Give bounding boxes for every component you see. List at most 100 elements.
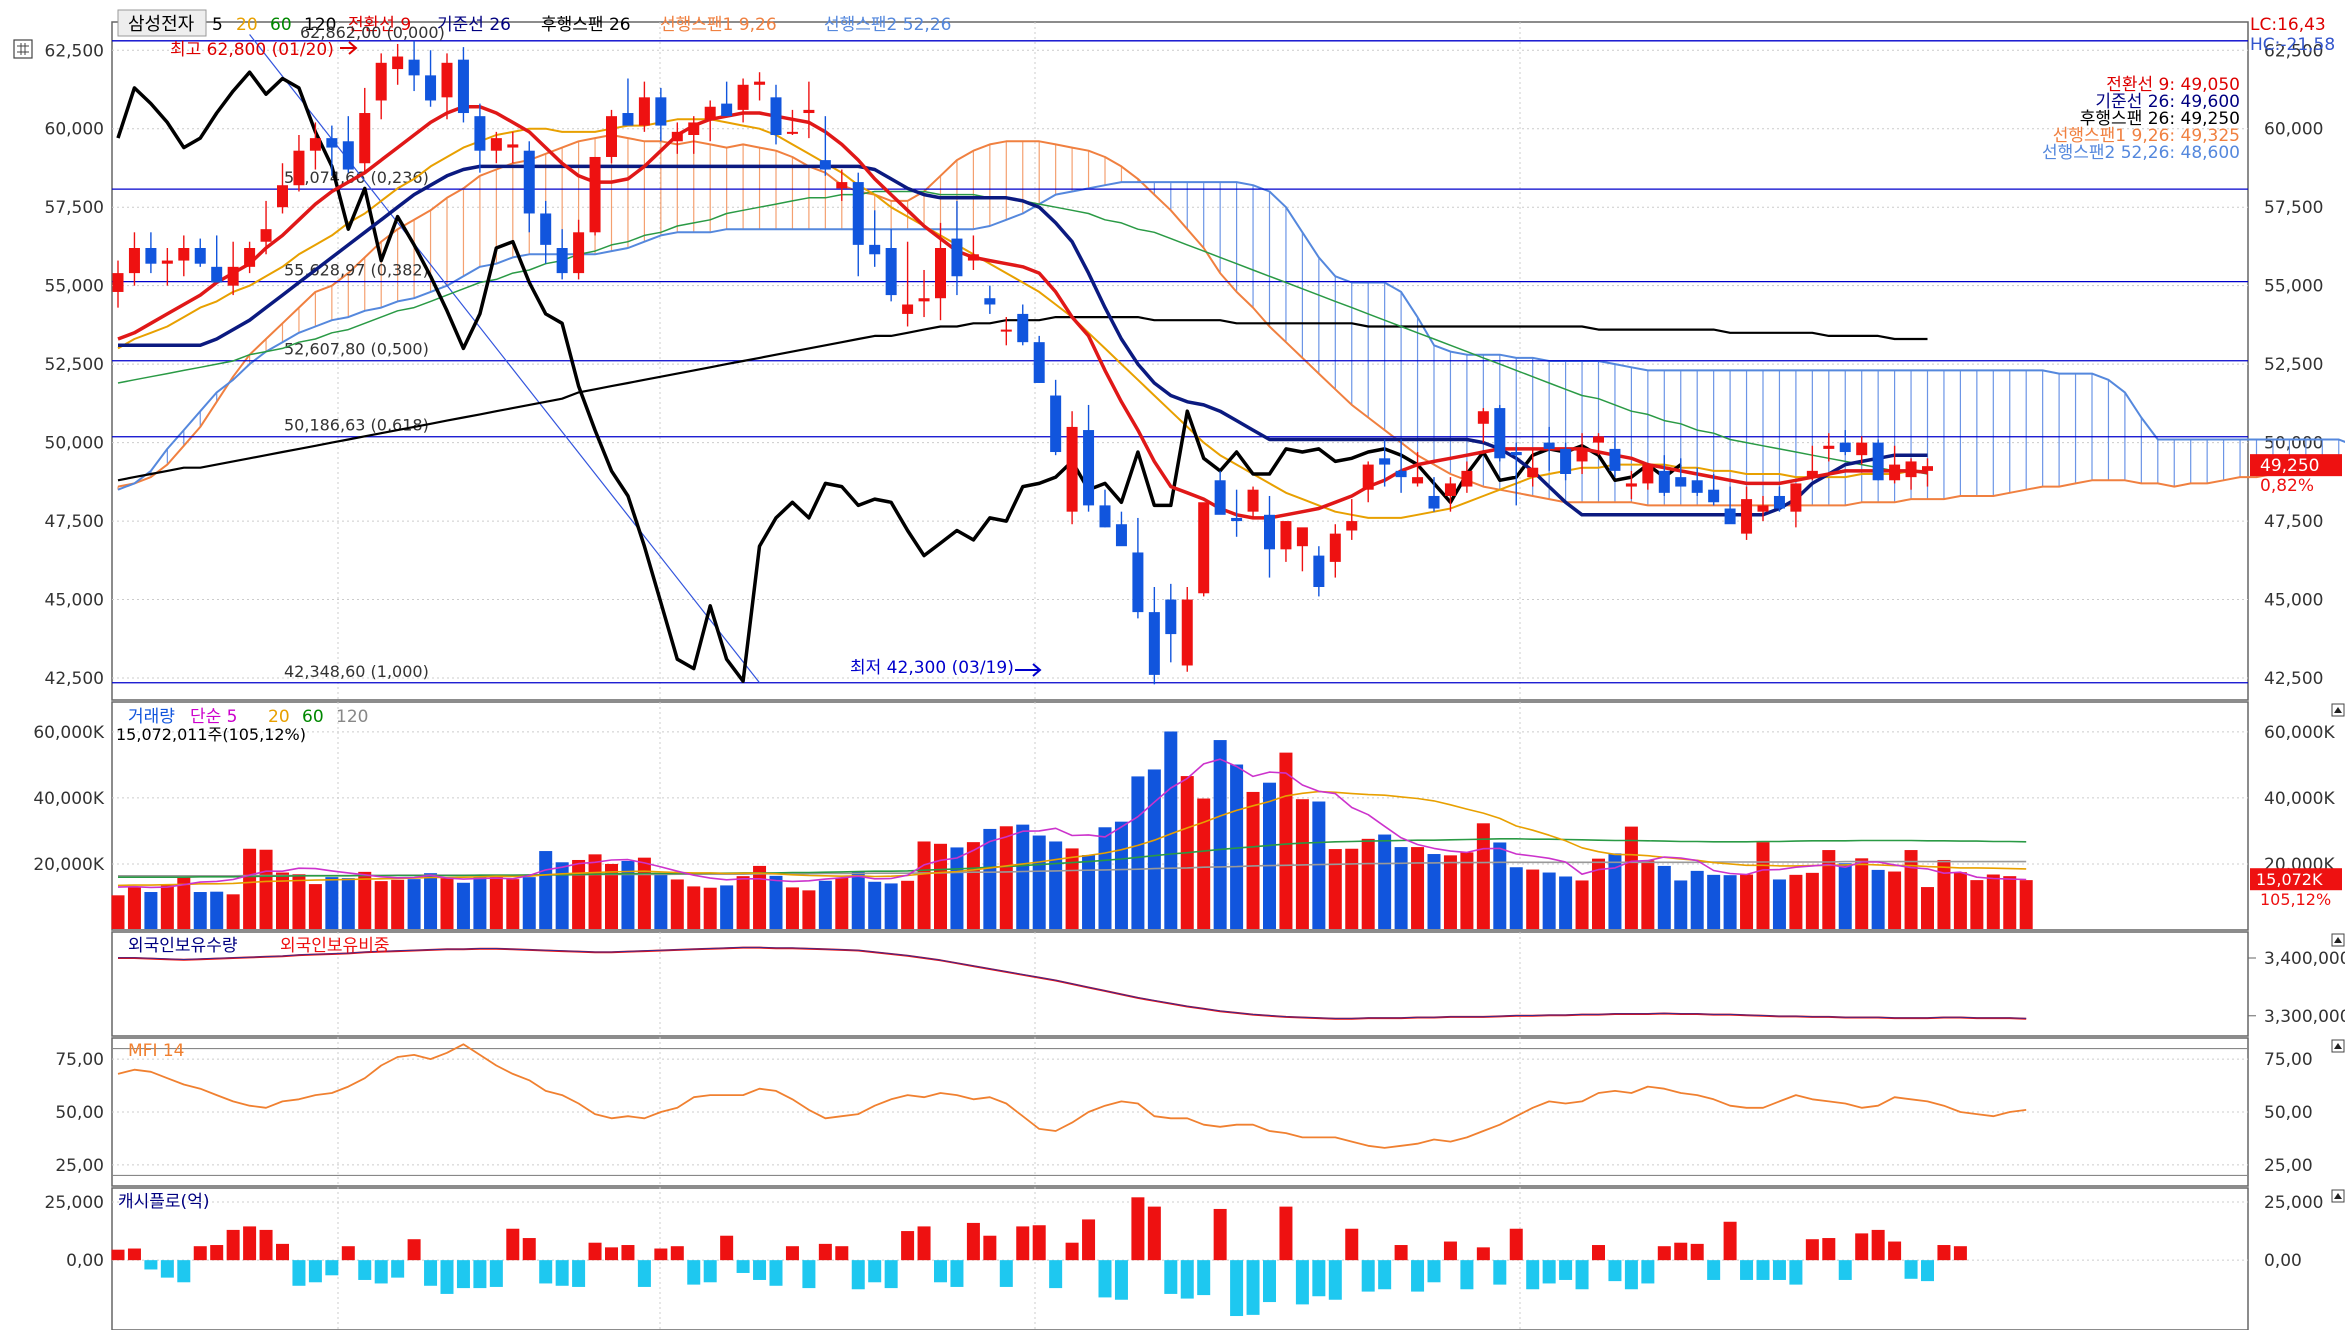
cashflow-bar (259, 1229, 273, 1261)
cashflow-bar (1263, 1260, 1276, 1303)
cashflow-bar (1032, 1225, 1046, 1261)
candle-body (145, 248, 157, 264)
volume-bar (539, 851, 553, 929)
cashflow-bar (210, 1245, 224, 1261)
candle-body (1329, 533, 1341, 562)
volume-bar (325, 877, 339, 929)
candle-body (984, 298, 996, 305)
cashflow-bar (308, 1260, 322, 1283)
collapse-arrow-icon (2334, 707, 2342, 713)
candle-body (1428, 495, 1440, 509)
cashflow-bar (703, 1260, 717, 1283)
foreign-tick-right: 3,400,000,0 (2264, 949, 2345, 969)
price-tick-left: 57,500 (45, 198, 104, 218)
volume-bar (1263, 782, 1276, 929)
price-tick-right: 47,500 (2264, 512, 2323, 532)
candle-body (392, 56, 404, 70)
cashflow-bar (1295, 1260, 1309, 1305)
candle-body (194, 248, 206, 264)
mfi-tick-left: 50,00 (55, 1103, 104, 1123)
mfi-tick-left: 75,00 (55, 1050, 104, 1070)
cashflow-bar (637, 1260, 651, 1287)
leading-span2-line (117, 181, 2345, 491)
price-tick-right: 60,000 (2264, 120, 2323, 140)
volume-bar (753, 865, 767, 929)
volume-bar (1082, 855, 1096, 929)
cashflow-bar (1279, 1206, 1293, 1261)
candle-body (227, 266, 239, 286)
candle-body (1872, 442, 1884, 481)
volume-bar (177, 877, 191, 929)
cashflow-bar (276, 1243, 289, 1261)
price-tick-left: 55,000 (45, 277, 104, 297)
cash-tick-right: 0,00 (2264, 1251, 2302, 1271)
volume-bar (572, 859, 586, 929)
cashflow-bar (950, 1260, 964, 1287)
volume-bar (440, 878, 454, 929)
candle-body (1083, 430, 1095, 506)
volume-bar (2003, 876, 2017, 929)
volume-bar (358, 871, 372, 929)
volume-bar (1279, 752, 1293, 929)
candle-body (178, 248, 190, 261)
price-tick-left: 62,500 (45, 41, 104, 61)
candle-body (326, 138, 338, 148)
volume-bar (1707, 874, 1721, 929)
cashflow-bar (934, 1260, 947, 1283)
candle-body (967, 254, 979, 261)
volume-bar (802, 890, 816, 929)
price-tick-left: 45,000 (45, 591, 104, 611)
cashflow-bar (1575, 1260, 1589, 1290)
panel-frame-frg (111, 931, 2249, 1037)
candle-body (573, 232, 585, 274)
volume-bar (1756, 842, 1770, 929)
candle-body (1181, 599, 1193, 666)
cashflow-bar (1592, 1245, 1605, 1261)
foreign-title-item: 외국인보유수량 (128, 936, 238, 956)
cashflow-bar (1542, 1260, 1556, 1284)
volume-tick-left: 60,000K (33, 723, 104, 743)
volume-bar (1016, 824, 1030, 929)
cashflow-bar (605, 1247, 618, 1261)
cashflow-bar (489, 1260, 503, 1287)
foreign-title-item: 외국인보유비중 (280, 936, 389, 956)
volume-bar (1822, 850, 1836, 929)
cashflow-bar (111, 1249, 125, 1261)
cashflow-bar (193, 1246, 207, 1261)
current-price-tag (2250, 454, 2342, 477)
volume-bar (341, 878, 355, 929)
cashflow-bar (1937, 1245, 1951, 1261)
cashflow-bar (341, 1246, 355, 1261)
volume-bar (243, 848, 257, 929)
candle-body (277, 185, 288, 208)
volume-bar (1114, 821, 1128, 929)
price-tick-left: 60,000 (45, 120, 104, 140)
cashflow-bar (1476, 1247, 1490, 1261)
candle-body (1494, 408, 1506, 459)
cashflow-bar (1526, 1260, 1540, 1290)
ma20-line (117, 118, 1928, 519)
candle-body (836, 182, 848, 189)
mfi-tick-right: 25,00 (2264, 1156, 2313, 1176)
volume-bar (1098, 827, 1112, 929)
volume-bar (1032, 835, 1046, 929)
cashflow-bar (1180, 1260, 1194, 1299)
cashflow-bar (835, 1246, 849, 1261)
volume-bar (276, 872, 289, 929)
volume-bar (1230, 764, 1244, 929)
candle-body (1856, 442, 1868, 456)
volume-bar (1213, 740, 1227, 929)
volume-bar (605, 863, 618, 929)
volume-bar (950, 847, 964, 929)
volume-bar (1493, 842, 1507, 929)
cashflow-bar (1443, 1241, 1457, 1261)
volume-bar (1937, 859, 1951, 929)
cashflow-bar (1953, 1246, 1967, 1261)
volume-bar (308, 884, 322, 929)
volume-bar (687, 886, 701, 929)
candle-body (803, 109, 815, 114)
volume-bar (736, 876, 750, 929)
cashflow-bar (1657, 1246, 1671, 1261)
cashflow-bar (473, 1260, 487, 1289)
